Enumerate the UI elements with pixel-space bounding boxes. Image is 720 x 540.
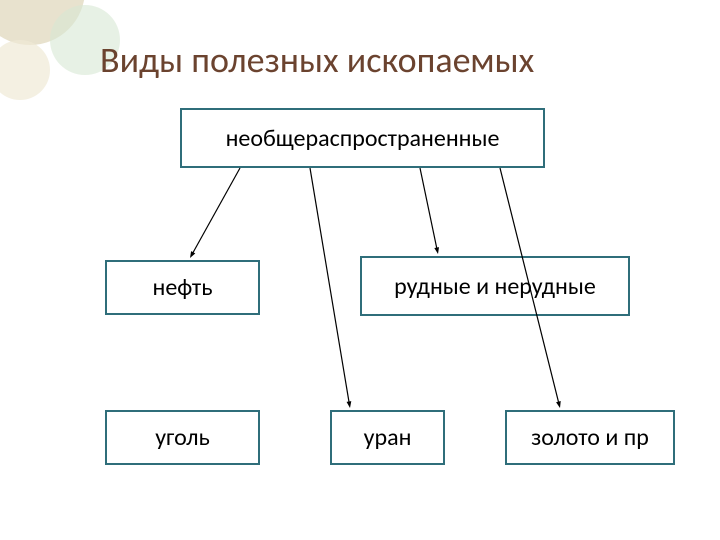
- slide-title: Виды полезных ископаемых: [100, 38, 534, 82]
- node-uranium: уран: [330, 410, 445, 465]
- node-coal: уголь: [105, 410, 260, 465]
- node-gold: золото и пр: [505, 410, 675, 465]
- node-ore: рудные и нерудные: [360, 256, 630, 316]
- node-oil: нефть: [105, 260, 260, 315]
- decor-circle: [0, 40, 50, 100]
- slide-canvas: Виды полезных ископаемых необщераспростр…: [0, 0, 720, 540]
- node-root: необщераспространенные: [180, 108, 545, 168]
